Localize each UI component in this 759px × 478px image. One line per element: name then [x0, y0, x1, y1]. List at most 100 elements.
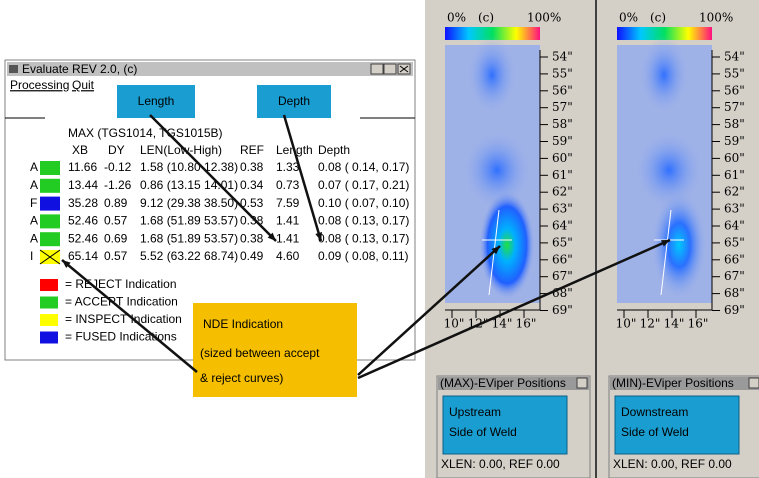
heat-blob — [639, 35, 689, 115]
depth-label: 67" — [552, 269, 573, 283]
table-cell: 11.66 — [68, 160, 97, 174]
table-cell: 0.38 — [240, 160, 264, 174]
table-cell: 0.89 — [104, 196, 128, 210]
depth-label: 65" — [724, 235, 745, 249]
menu-item[interactable]: Processing — [10, 78, 69, 92]
depth-label: 62" — [724, 185, 745, 199]
table-cell: 0.08 ( 0.14, 0.17) — [318, 160, 409, 174]
table-cell: 9.12 (29.38 38.50) — [140, 196, 238, 210]
depth-label: 62" — [552, 185, 573, 199]
depth-label: 54" — [552, 50, 573, 64]
depth-label: 64" — [552, 219, 573, 233]
depth-label: 61" — [724, 168, 745, 182]
depth-label: 69" — [552, 303, 573, 317]
depth-label: 55" — [724, 66, 745, 80]
legend-swatch — [40, 314, 58, 326]
depth-label: 58" — [724, 117, 745, 131]
x-label: 16" — [688, 317, 709, 331]
window-icon — [9, 65, 18, 73]
heat-blob — [467, 35, 517, 115]
scale-label: 0% — [447, 11, 466, 25]
x-label: 10" — [444, 317, 465, 331]
depth-label: 59" — [724, 134, 745, 148]
scale-label: (c) — [650, 11, 666, 25]
scale-label: (c) — [478, 11, 494, 25]
scale-label: 100% — [699, 11, 733, 25]
table-cell: 1.68 (51.89 53.57) — [140, 214, 238, 228]
x-label: 14" — [664, 317, 685, 331]
callout-text: (sized between accept — [200, 346, 320, 360]
depth-label: 54" — [724, 50, 745, 64]
depth-label: 63" — [724, 202, 745, 216]
column-header: XB — [72, 143, 88, 157]
status-swatch — [40, 179, 60, 193]
table-cell: 5.52 (63.22 68.74) — [140, 249, 238, 263]
legend-label: = INSPECT Indication — [65, 312, 182, 326]
row-flag: I — [30, 249, 33, 263]
column-header: Depth — [318, 143, 350, 157]
table-cell: 1.41 — [276, 214, 300, 228]
depth-label: 61" — [552, 168, 573, 182]
row-flag: A — [30, 214, 38, 228]
callout-label: Length — [138, 94, 175, 108]
status-swatch — [40, 214, 60, 228]
table-cell: 1.58 (10.80 12.38) — [140, 160, 238, 174]
table-cell: -1.26 — [104, 178, 132, 192]
legend-label: = ACCEPT Indication — [65, 295, 178, 309]
window-title: Evaluate REV 2.0, (c) — [22, 62, 137, 76]
table-cell: 0.57 — [104, 214, 128, 228]
callout-label: Side of Weld — [449, 425, 517, 439]
depth-label: 60" — [724, 151, 745, 165]
table-cell: 0.07 ( 0.17, 0.21) — [318, 178, 409, 192]
table-cell: 1.33 — [276, 160, 300, 174]
depth-label: 60" — [552, 151, 573, 165]
heat-blob — [479, 190, 535, 300]
scale-label: 0% — [619, 11, 638, 25]
depth-label: 56" — [724, 83, 745, 97]
table-cell: 1.68 (51.89 53.57) — [140, 231, 238, 245]
close-button[interactable] — [577, 378, 587, 388]
depth-label: 67" — [724, 269, 745, 283]
row-flag: F — [30, 196, 37, 210]
row-flag: A — [30, 178, 38, 192]
depth-label: 66" — [552, 252, 573, 266]
depth-label: 64" — [724, 219, 745, 233]
legend-swatch — [40, 332, 58, 344]
depth-label: 68" — [724, 286, 745, 300]
callout-label: Side of Weld — [621, 425, 689, 439]
depth-label: 63" — [552, 202, 573, 216]
window-buttons[interactable] — [371, 64, 410, 74]
status-swatch — [40, 232, 60, 246]
depth-label: 69" — [724, 303, 745, 317]
depth-label: 55" — [552, 66, 573, 80]
table-cell: 0.34 — [240, 178, 264, 192]
close-button[interactable] — [749, 378, 759, 388]
scale-label: 100% — [527, 11, 561, 25]
table-cell: 35.28 — [68, 196, 98, 210]
sub-window-title: (MIN)-EViper Positions — [612, 376, 734, 390]
callout-label: Upstream — [449, 405, 501, 419]
depth-label: 57" — [552, 100, 573, 114]
legend-label: = REJECT Indication — [65, 277, 177, 291]
column-header: REF — [240, 143, 264, 157]
callout-label: Downstream — [621, 405, 688, 419]
menu-item[interactable]: Quit — [72, 78, 95, 92]
table-title: MAX (TGS1014, TGS1015B) — [68, 126, 223, 140]
table-cell: 65.14 — [68, 249, 98, 263]
depth-label: 66" — [724, 252, 745, 266]
x-label: 10" — [616, 317, 637, 331]
table-cell: 0.49 — [240, 249, 264, 263]
page: Evaluate REV 2.0, (c) ProcessingQuit MAX (… — [0, 0, 759, 478]
callout-label: Depth — [278, 94, 310, 108]
column-header: DY — [108, 143, 125, 157]
table-cell: 52.46 — [68, 231, 98, 245]
depth-label: 58" — [552, 117, 573, 131]
table-cell: 52.46 — [68, 214, 98, 228]
table-cell: 4.60 — [276, 249, 300, 263]
table-cell: 0.69 — [104, 231, 128, 245]
table-cell: 0.10 ( 0.07, 0.10) — [318, 196, 409, 210]
status-swatch — [40, 197, 60, 211]
table-cell: 0.08 ( 0.13, 0.17) — [318, 231, 409, 245]
x-label: 16" — [516, 317, 537, 331]
depth-label: 57" — [724, 100, 745, 114]
